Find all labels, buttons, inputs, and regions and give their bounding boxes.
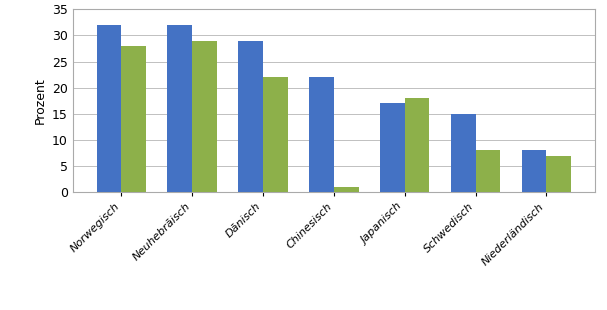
Bar — [168, 25, 192, 192]
Bar — [309, 77, 334, 192]
Bar — [380, 103, 405, 192]
Bar — [521, 150, 546, 192]
Bar — [475, 150, 500, 192]
Bar — [451, 114, 475, 192]
Bar — [405, 98, 430, 192]
Bar — [263, 77, 288, 192]
Y-axis label: Prozent: Prozent — [33, 78, 47, 124]
Bar — [238, 41, 263, 192]
Bar — [192, 41, 217, 192]
Bar — [546, 156, 571, 192]
Legend: Unterrichtsstunden, Belegungen: Unterrichtsstunden, Belegungen — [205, 304, 463, 310]
Bar — [121, 46, 146, 192]
Bar — [97, 25, 121, 192]
Bar — [334, 187, 359, 192]
